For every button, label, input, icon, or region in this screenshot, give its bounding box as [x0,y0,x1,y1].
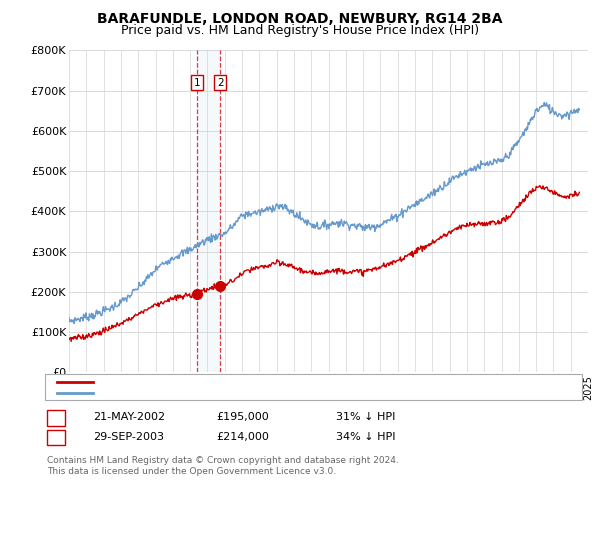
Bar [197,50,220,372]
Text: £214,000: £214,000 [216,432,269,442]
Text: HPI: Average price, detached house, West Berkshire: HPI: Average price, detached house, West… [99,388,389,398]
Text: BARAFUNDLE, LONDON ROAD, NEWBURY, RG14 2BA (detached house): BARAFUNDLE, LONDON ROAD, NEWBURY, RG14 2… [99,377,493,387]
Text: BARAFUNDLE, LONDON ROAD, NEWBURY, RG14 2BA: BARAFUNDLE, LONDON ROAD, NEWBURY, RG14 2… [97,12,503,26]
Text: Price paid vs. HM Land Registry's House Price Index (HPI): Price paid vs. HM Land Registry's House … [121,24,479,37]
Text: 1: 1 [52,412,59,422]
Text: 1: 1 [193,78,200,87]
Text: Contains HM Land Registry data © Crown copyright and database right 2024.
This d: Contains HM Land Registry data © Crown c… [47,456,398,476]
Text: £195,000: £195,000 [216,412,269,422]
Text: 29-SEP-2003: 29-SEP-2003 [93,432,164,442]
Text: 31% ↓ HPI: 31% ↓ HPI [336,412,395,422]
Text: 2: 2 [52,432,59,442]
Text: 2: 2 [217,78,224,87]
Text: 21-MAY-2002: 21-MAY-2002 [93,412,165,422]
Text: 34% ↓ HPI: 34% ↓ HPI [336,432,395,442]
